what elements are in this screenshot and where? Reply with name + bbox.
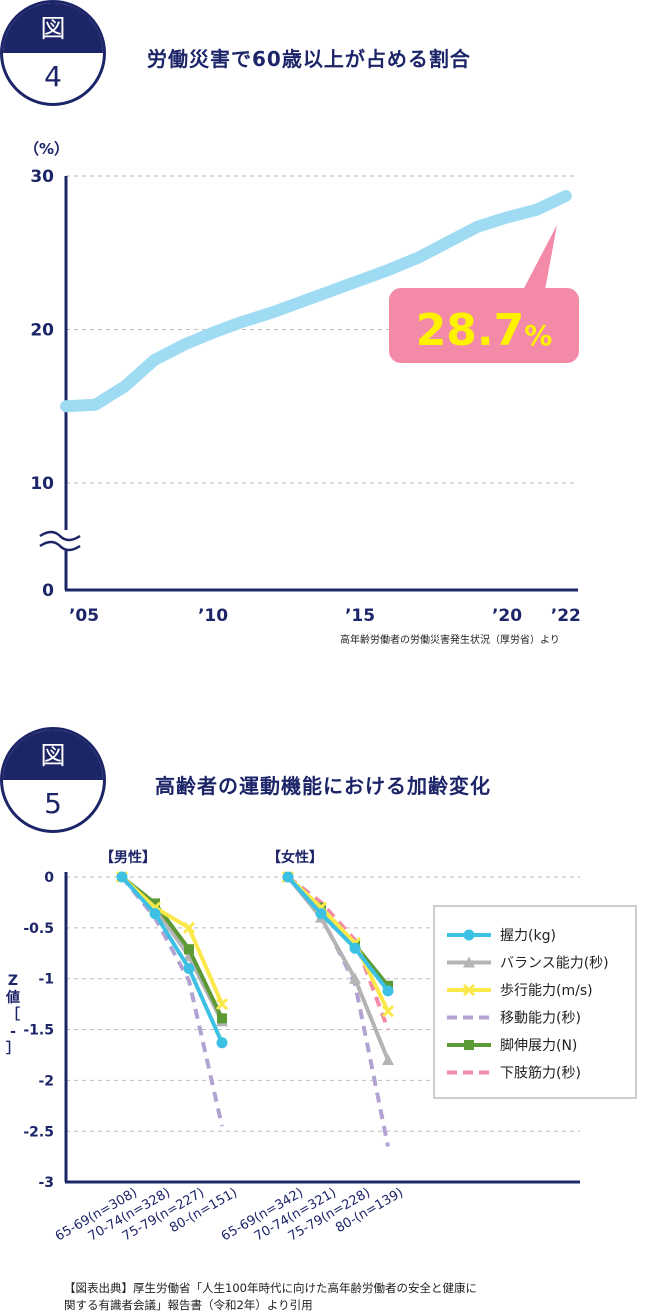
y-tick-label: 0: [42, 581, 54, 601]
figure-4-badge: 図 4: [0, 0, 106, 106]
legend-label: 歩行能力(m/s): [500, 983, 593, 999]
y-tick-label: -2: [38, 1073, 54, 1089]
x-tick-label: ’05: [69, 606, 99, 626]
y-tick-label: 10: [30, 474, 54, 494]
data-point: [183, 963, 195, 975]
series-移動能力(秒): [286, 875, 390, 1147]
callout-pointer: [523, 225, 557, 290]
legend-label: 握力(kg): [500, 928, 556, 944]
series-握力(kg): [116, 871, 228, 1049]
y-tick-label: 20: [30, 321, 54, 341]
series-line: [286, 875, 390, 993]
series-line: [286, 875, 390, 1013]
data-point: [381, 1005, 395, 1018]
figure-5-title: 高齢者の運動機能における加齢変化: [155, 774, 491, 798]
data-point: [184, 944, 194, 955]
figure-badge-number: 5: [44, 787, 62, 820]
figure-5-citation: 【図表出典】厚生労働省「人生100年時代に向けた高年齢労働者の安全と健康に 関す…: [64, 1280, 544, 1314]
data-point: [150, 898, 160, 909]
y-axis-unit: （%）: [24, 140, 69, 158]
data-point: [349, 972, 361, 984]
y-tick-label: 30: [30, 167, 54, 187]
x-tick-label: ’22: [551, 606, 581, 626]
legend-marker: [463, 929, 475, 941]
axis-break-mark: [39, 540, 81, 552]
y-tick-label: 0: [44, 870, 54, 886]
series-line: [120, 875, 224, 1044]
citation-line-1: 【図表出典】厚生労働省「人生100年時代に向けた高年齢労働者の安全と健康に: [64, 1281, 477, 1295]
x-tick-label: ’10: [198, 606, 228, 626]
data-point: [182, 921, 196, 934]
y-tick-label: -1.5: [23, 1023, 54, 1039]
figure-badge-label: 図: [3, 730, 103, 780]
figure-4-title: 労働災害で60歳以上が占める割合: [147, 47, 471, 71]
y-tick-label: -3: [38, 1175, 54, 1191]
legend-label: 移動能力(秒): [500, 1011, 581, 1027]
chart-4-svg: （%） 0 10 20 30 ’05 ’10 ’15 ’20 ’22 28.7%: [24, 140, 581, 626]
y-axis-label-char: 値: [5, 989, 20, 1006]
series-バランス能力(秒): [282, 871, 394, 1066]
callout-value: 28.7%: [416, 305, 553, 356]
y-tick-label: -2.5: [23, 1124, 54, 1140]
y-tick-label: -1: [38, 972, 54, 988]
legend: 握力(kg) バランス能力(秒) 歩行能力(m/s) 移動能力(秒) 脚伸展力(N) 下肢…: [433, 905, 637, 1099]
callout-box: [389, 288, 579, 363]
series-line: [286, 875, 390, 1147]
x-tick-label: ’15: [345, 606, 375, 626]
data-point: [349, 942, 361, 954]
y-axis-label-char: Z: [8, 973, 18, 989]
panel-label: 【女性】: [267, 849, 323, 866]
legend-marker: [464, 1040, 474, 1050]
data-point: [215, 998, 229, 1011]
figure-4-source: 高年齢労働者の労働災害発生状況（厚労省）より: [340, 635, 560, 646]
y-axis-label-char: ［: [6, 1006, 20, 1023]
legend-marker: [463, 956, 475, 968]
panel-label: 【男性】: [100, 849, 156, 866]
figure-5-badge: 図 5: [0, 727, 106, 833]
x-tick-label: ’20: [492, 606, 522, 626]
data-point: [315, 908, 327, 920]
data-point: [149, 908, 161, 920]
series-移動能力(秒): [120, 875, 224, 1127]
legend-label: 脚伸展力(N): [500, 1038, 577, 1054]
data-point: [116, 871, 128, 883]
data-point: [216, 1037, 228, 1049]
figure-badge-label: 図: [3, 3, 103, 53]
series-line: [120, 875, 224, 1127]
data-point: [282, 871, 294, 883]
y-tick-label: -0.5: [23, 921, 54, 937]
data-point: [382, 985, 394, 997]
y-axis-label-char: ］: [6, 1041, 20, 1057]
axis-break-mark: [39, 530, 81, 542]
y-axis-label: Z値［-］: [5, 973, 20, 1057]
series-握力(kg): [282, 871, 394, 997]
legend-label: バランス能力(秒): [500, 956, 609, 972]
data-point: [382, 1054, 394, 1066]
data-point: [217, 1013, 227, 1024]
legend-label: 下肢筋力(秒): [500, 1065, 581, 1082]
series-line: [120, 875, 224, 1005]
legend-marker: [462, 983, 476, 997]
y-axis-label-char: -: [10, 1024, 16, 1040]
citation-line-2: 関する有識者会議」報告書（令和2年）より引用: [64, 1298, 313, 1312]
series-line: [60, 190, 572, 413]
figure-badge-number: 4: [44, 60, 62, 93]
